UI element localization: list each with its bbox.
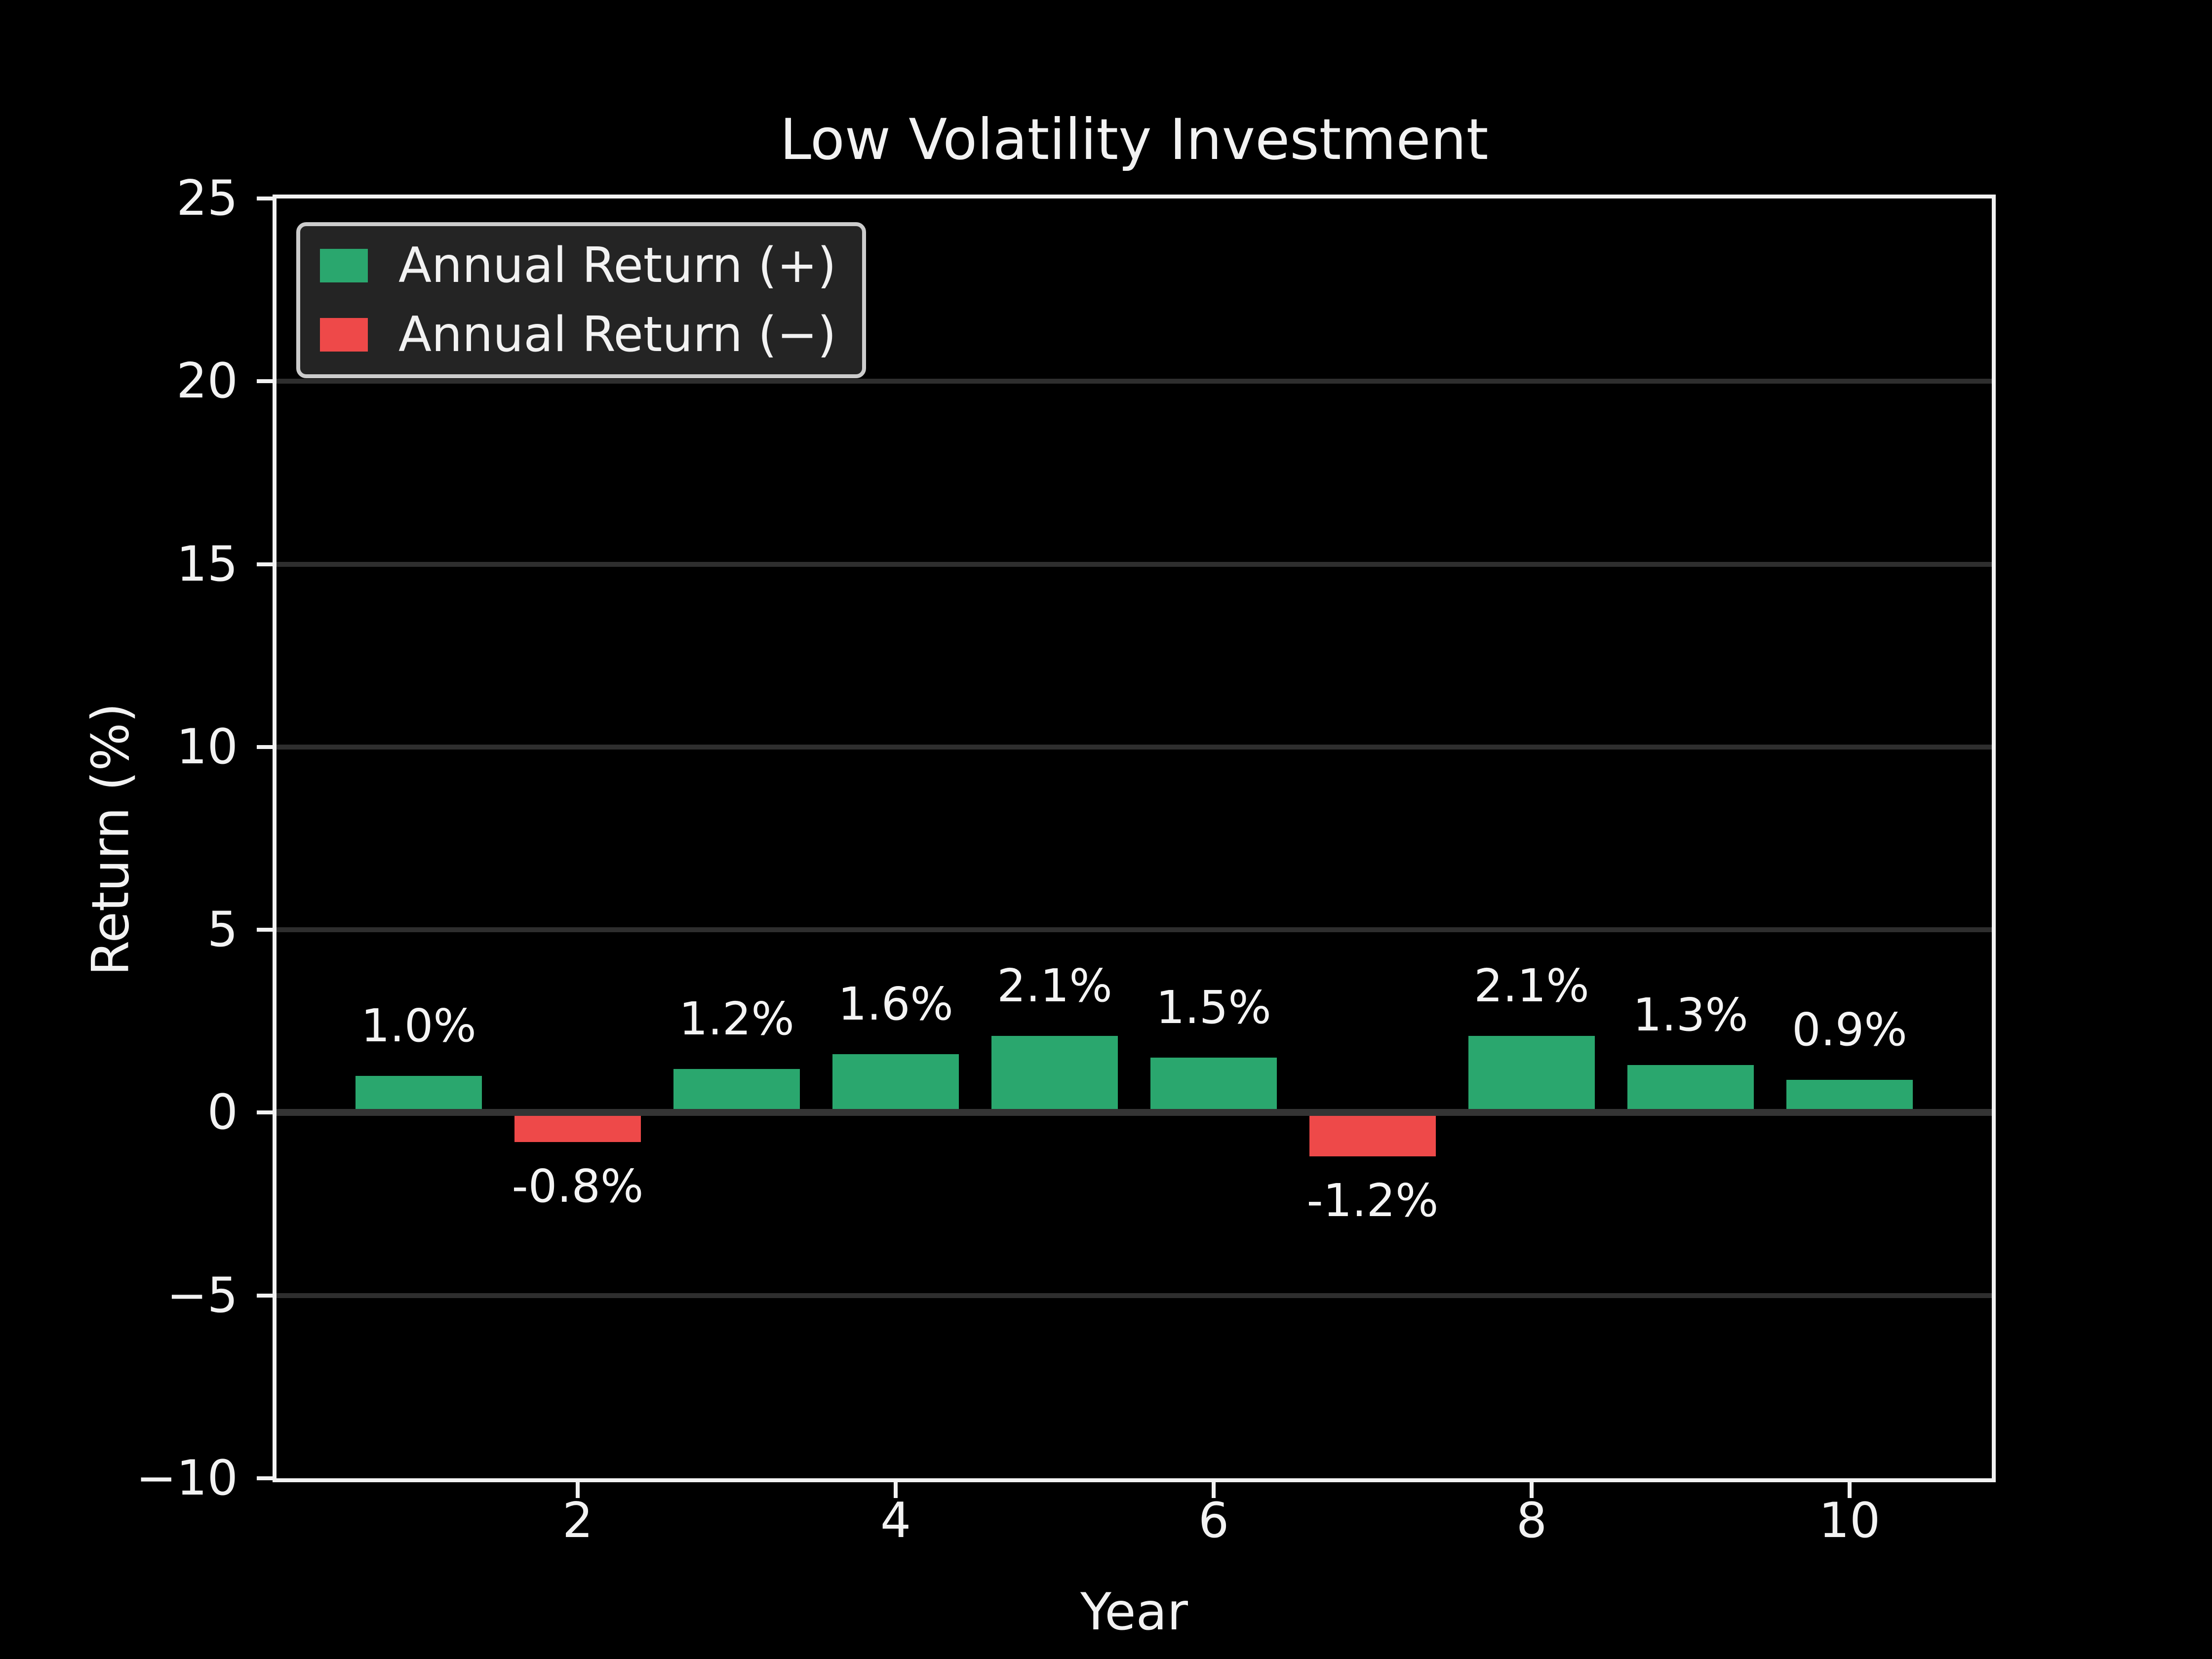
bar-year-10 bbox=[1786, 1079, 1913, 1113]
bar-year-4 bbox=[832, 1054, 959, 1113]
x-tick-label-4: 4 bbox=[880, 1493, 911, 1549]
y-tick-mark-25 bbox=[257, 197, 273, 200]
x-tick-mark-6 bbox=[1212, 1482, 1216, 1498]
gridline-y--5 bbox=[276, 1293, 1992, 1298]
plot-area: 1.0% -0.8% 1.2% 1.6% 2.1% 1.5% -1.2% 2.1% 1.3% 0.… bbox=[136, 174, 1992, 1549]
bar-year-1 bbox=[356, 1076, 482, 1113]
y-tick-label--10: −10 bbox=[136, 1450, 238, 1506]
legend-label-negative: Annual Return (−) bbox=[398, 307, 836, 363]
y-tick-label-5: 5 bbox=[207, 902, 238, 958]
gridline-y-20 bbox=[276, 379, 1992, 384]
bar-value-label-year-3: 1.2% bbox=[679, 992, 794, 1045]
y-tick-mark-10 bbox=[257, 745, 273, 749]
chart-title: Low Volatility Investment bbox=[780, 107, 1489, 172]
y-tick-label-15: 15 bbox=[176, 536, 238, 592]
bar-year-7 bbox=[1309, 1112, 1436, 1157]
y-tick-label-25: 25 bbox=[176, 170, 238, 227]
x-tick-label-6: 6 bbox=[1198, 1493, 1229, 1549]
bar-value-label-year-1: 1.0% bbox=[361, 999, 476, 1053]
bar-year-2 bbox=[514, 1112, 641, 1142]
legend-swatch-negative-icon bbox=[320, 318, 368, 352]
y-tick-mark--10 bbox=[257, 1476, 273, 1480]
bar-value-label-year-5: 2.1% bbox=[997, 959, 1112, 1012]
x-tick-label-10: 10 bbox=[1818, 1493, 1881, 1549]
legend: Annual Return (+) Annual Return (−) bbox=[296, 222, 866, 378]
bar-year-9 bbox=[1627, 1065, 1754, 1113]
bar-year-8 bbox=[1468, 1035, 1595, 1113]
y-tick-mark--5 bbox=[257, 1293, 273, 1298]
bar-value-label-year-10: 0.9% bbox=[1792, 1003, 1907, 1056]
x-tick-label-8: 8 bbox=[1516, 1493, 1547, 1549]
x-tick-mark-8 bbox=[1530, 1482, 1534, 1498]
bar-year-5 bbox=[991, 1035, 1118, 1113]
zero-line bbox=[276, 1109, 1992, 1116]
legend-entry-negative: Annual Return (−) bbox=[320, 309, 836, 360]
x-tick-label-2: 2 bbox=[562, 1493, 593, 1549]
bar-value-label-year-2: -0.8% bbox=[512, 1159, 644, 1213]
y-tick-mark-0 bbox=[257, 1110, 273, 1115]
y-tick-mark-5 bbox=[257, 928, 273, 932]
gridline-y-10 bbox=[276, 744, 1992, 750]
bar-value-label-year-4: 1.6% bbox=[838, 977, 953, 1030]
bar-value-label-year-9: 1.3% bbox=[1633, 988, 1748, 1042]
x-tick-mark-2 bbox=[576, 1482, 580, 1498]
y-tick-mark-15 bbox=[257, 562, 273, 566]
legend-label-positive: Annual Return (+) bbox=[398, 237, 836, 294]
bar-year-6 bbox=[1150, 1058, 1277, 1113]
bar-value-label-year-8: 2.1% bbox=[1474, 959, 1589, 1012]
bar-year-3 bbox=[673, 1068, 800, 1113]
x-tick-mark-10 bbox=[1848, 1482, 1852, 1498]
gridline-y-5 bbox=[276, 927, 1992, 933]
gridline-y-15 bbox=[276, 561, 1992, 567]
legend-entry-positive: Annual Return (+) bbox=[320, 240, 836, 291]
y-tick-label-10: 10 bbox=[176, 718, 238, 775]
y-tick-label--5: −5 bbox=[166, 1267, 238, 1324]
y-tick-label-20: 20 bbox=[176, 353, 238, 410]
x-tick-mark-4 bbox=[894, 1482, 898, 1498]
bar-value-label-year-7: -1.2% bbox=[1306, 1174, 1439, 1227]
y-tick-mark-20 bbox=[257, 379, 273, 384]
y-tick-label-0: 0 bbox=[207, 1084, 238, 1141]
x-axis-label: Year bbox=[1080, 1582, 1188, 1642]
bar-value-label-year-6: 1.5% bbox=[1156, 981, 1271, 1034]
legend-swatch-positive-icon bbox=[320, 249, 368, 282]
